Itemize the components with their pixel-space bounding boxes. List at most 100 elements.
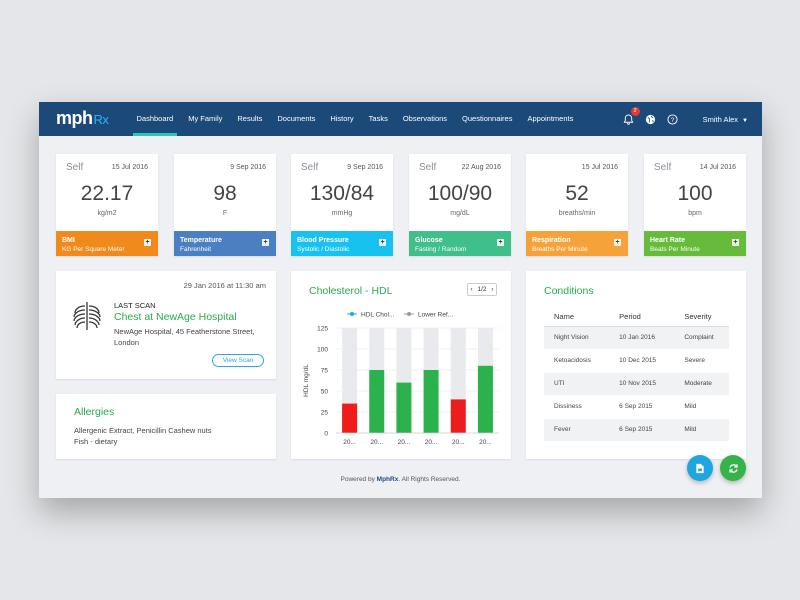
svg-text:?: ? [671, 116, 675, 123]
bar [342, 403, 358, 433]
condition-severity: Mild [674, 395, 729, 419]
conditions-table: Name Period Severity Night Vision 10 Jan … [544, 307, 729, 442]
vital-subtitle: Beats Per Minute [650, 246, 700, 253]
vital-date: 14 Jul 2016 [699, 164, 736, 171]
chart-title: Cholesterol - HDL [309, 285, 393, 297]
refresh-icon [728, 463, 738, 473]
vital-owner: Self [654, 162, 672, 173]
vital-date: 22 Aug 2016 [461, 164, 501, 171]
bar [477, 365, 493, 433]
scan-title[interactable]: Chest at NewAge Hospital [114, 311, 237, 323]
vital-title: Respiration [532, 237, 571, 244]
pager-label: 1/2 [477, 286, 487, 293]
col-header-severity[interactable]: Severity [674, 307, 729, 327]
view-scan-button[interactable]: View Scan [212, 354, 264, 367]
footer-text: Powered by [340, 476, 375, 483]
plus-icon[interactable]: + [614, 239, 621, 246]
bell-icon[interactable]: 2 [623, 107, 640, 125]
vital-date: 15 Jul 2016 [581, 164, 618, 171]
logo[interactable]: mphRx [56, 108, 109, 129]
vital-unit: mmHg [331, 210, 353, 217]
x-tick-label: 20... [398, 439, 411, 446]
table-row[interactable]: Dissiness 6 Sep 2015 Mild [544, 395, 729, 419]
vital-date: 9 Sep 2016 [230, 164, 266, 171]
y-tick-label: 50 [321, 389, 329, 396]
condition-period: 10 Nov 2015 [609, 372, 675, 396]
table-row[interactable]: Ketoacidosis 10 Dec 2015 Severe [544, 349, 729, 373]
y-tick-label: 25 [321, 410, 329, 417]
nav-right: 2 ? Smith Alex ▼ [623, 102, 748, 136]
vital-card[interactable]: 9 Sep 2016 98 F Temperature Fahrenheit + [174, 154, 276, 256]
table-row[interactable]: Night Vision 10 Jan 2016 Complaint [544, 326, 729, 350]
footer-brand-link[interactable]: MphRx [376, 476, 399, 483]
chevron-left-icon[interactable]: ‹ [470, 286, 473, 293]
nav-appointments[interactable]: Appointments [527, 114, 574, 123]
vital-value: 22.17 [80, 182, 134, 205]
vital-title: Blood Pressure [297, 237, 349, 244]
chart-pager[interactable]: ‹ 1/2 › [467, 283, 497, 296]
plus-icon[interactable]: + [262, 239, 269, 246]
vital-card[interactable]: Self 9 Sep 2016 130/84 mmHg Blood Pressure Sy… [291, 154, 393, 256]
allergies-line-1: Allergenic Extract, Penicillin Cashew nu… [74, 426, 212, 435]
top-nav: mphRx Dashboard My Family Results Docume… [39, 102, 762, 136]
y-axis-label: HDL mg/dL [303, 364, 310, 397]
vital-value: 130/84 [309, 182, 375, 205]
nav-history[interactable]: History [330, 114, 354, 123]
footer-rights: . All Rights Reserved. [398, 476, 461, 483]
plus-icon[interactable]: + [379, 239, 386, 246]
vital-title: Glucose [415, 237, 443, 244]
allergies-text: Allergenic Extract, Penicillin Cashew nu… [74, 425, 212, 447]
vital-unit: F [222, 210, 228, 217]
nav-dashboard[interactable]: Dashboard [129, 102, 181, 136]
table-row[interactable]: Fever 6 Sep 2015 Mild [544, 418, 729, 442]
chevron-right-icon[interactable]: › [491, 286, 494, 293]
vital-card[interactable]: Self 14 Jul 2016 100 bpm Heart Rate Beats Per… [644, 154, 746, 256]
refresh-fab-button[interactable] [720, 455, 746, 481]
scan-address: NewAge Hospital, 45 Featherstone Street,… [114, 327, 255, 347]
help-icon[interactable]: ? [667, 113, 679, 125]
col-header-period[interactable]: Period [609, 307, 675, 327]
vital-card[interactable]: Self 22 Aug 2016 100/90 mg/dL Glucose Fasting… [409, 154, 511, 256]
document-icon [696, 463, 704, 473]
condition-severity: Mild [674, 418, 729, 442]
vital-subtitle: Fahrenheit [180, 246, 212, 253]
vital-title: Temperature [180, 237, 222, 244]
x-tick-label: 20... [343, 439, 356, 446]
col-header-name[interactable]: Name [544, 307, 610, 327]
vital-value: 98 [213, 182, 237, 205]
vital-title: BMI [62, 237, 75, 244]
report-fab-button[interactable] [687, 455, 713, 481]
plus-icon[interactable]: + [732, 239, 739, 246]
condition-name: Fever [544, 418, 610, 442]
vital-card[interactable]: 15 Jul 2016 52 breaths/min Respiration Breat… [526, 154, 628, 256]
globe-icon[interactable] [645, 113, 657, 125]
nav-observations[interactable]: Observations [402, 114, 448, 123]
plus-icon[interactable]: + [144, 239, 151, 246]
table-row[interactable]: UTI 10 Nov 2015 Moderate [544, 372, 729, 396]
vital-card[interactable]: Self 15 Jul 2016 22.17 kg/m2 BMI KG Per Squar… [56, 154, 158, 256]
conditions-title: Conditions [544, 285, 594, 297]
nav-documents[interactable]: Documents [277, 114, 316, 123]
table-header-row: Name Period Severity [544, 307, 729, 327]
x-tick-label: 20... [452, 439, 465, 446]
user-menu[interactable]: Smith Alex ▼ [703, 115, 748, 124]
footer: Powered by MphRx. All Rights Reserved. [39, 476, 762, 483]
vital-unit: kg/m2 [97, 210, 117, 217]
condition-severity: Complaint [674, 326, 729, 350]
legend-marker-hdl [350, 312, 354, 316]
nav-tasks[interactable]: Tasks [368, 114, 388, 123]
condition-period: 10 Dec 2015 [609, 349, 675, 373]
user-name: Smith Alex [702, 114, 739, 124]
vital-unit: breaths/min [558, 210, 596, 217]
condition-severity: Severe [674, 349, 729, 373]
vital-subtitle: Fasting / Random [415, 246, 467, 253]
vital-footer: Heart Rate Beats Per Minute + [644, 231, 746, 256]
plus-icon[interactable]: + [497, 239, 504, 246]
conditions-card: Conditions Name Period Severity Night Vi… [526, 271, 746, 459]
y-tick-label: 125 [317, 326, 328, 333]
ribcage-icon [73, 302, 101, 330]
vital-owner: Self [66, 162, 84, 173]
nav-questionnaires[interactable]: Questionnaires [462, 114, 513, 123]
nav-my-family[interactable]: My Family [188, 114, 223, 123]
nav-results[interactable]: Results [237, 114, 263, 123]
